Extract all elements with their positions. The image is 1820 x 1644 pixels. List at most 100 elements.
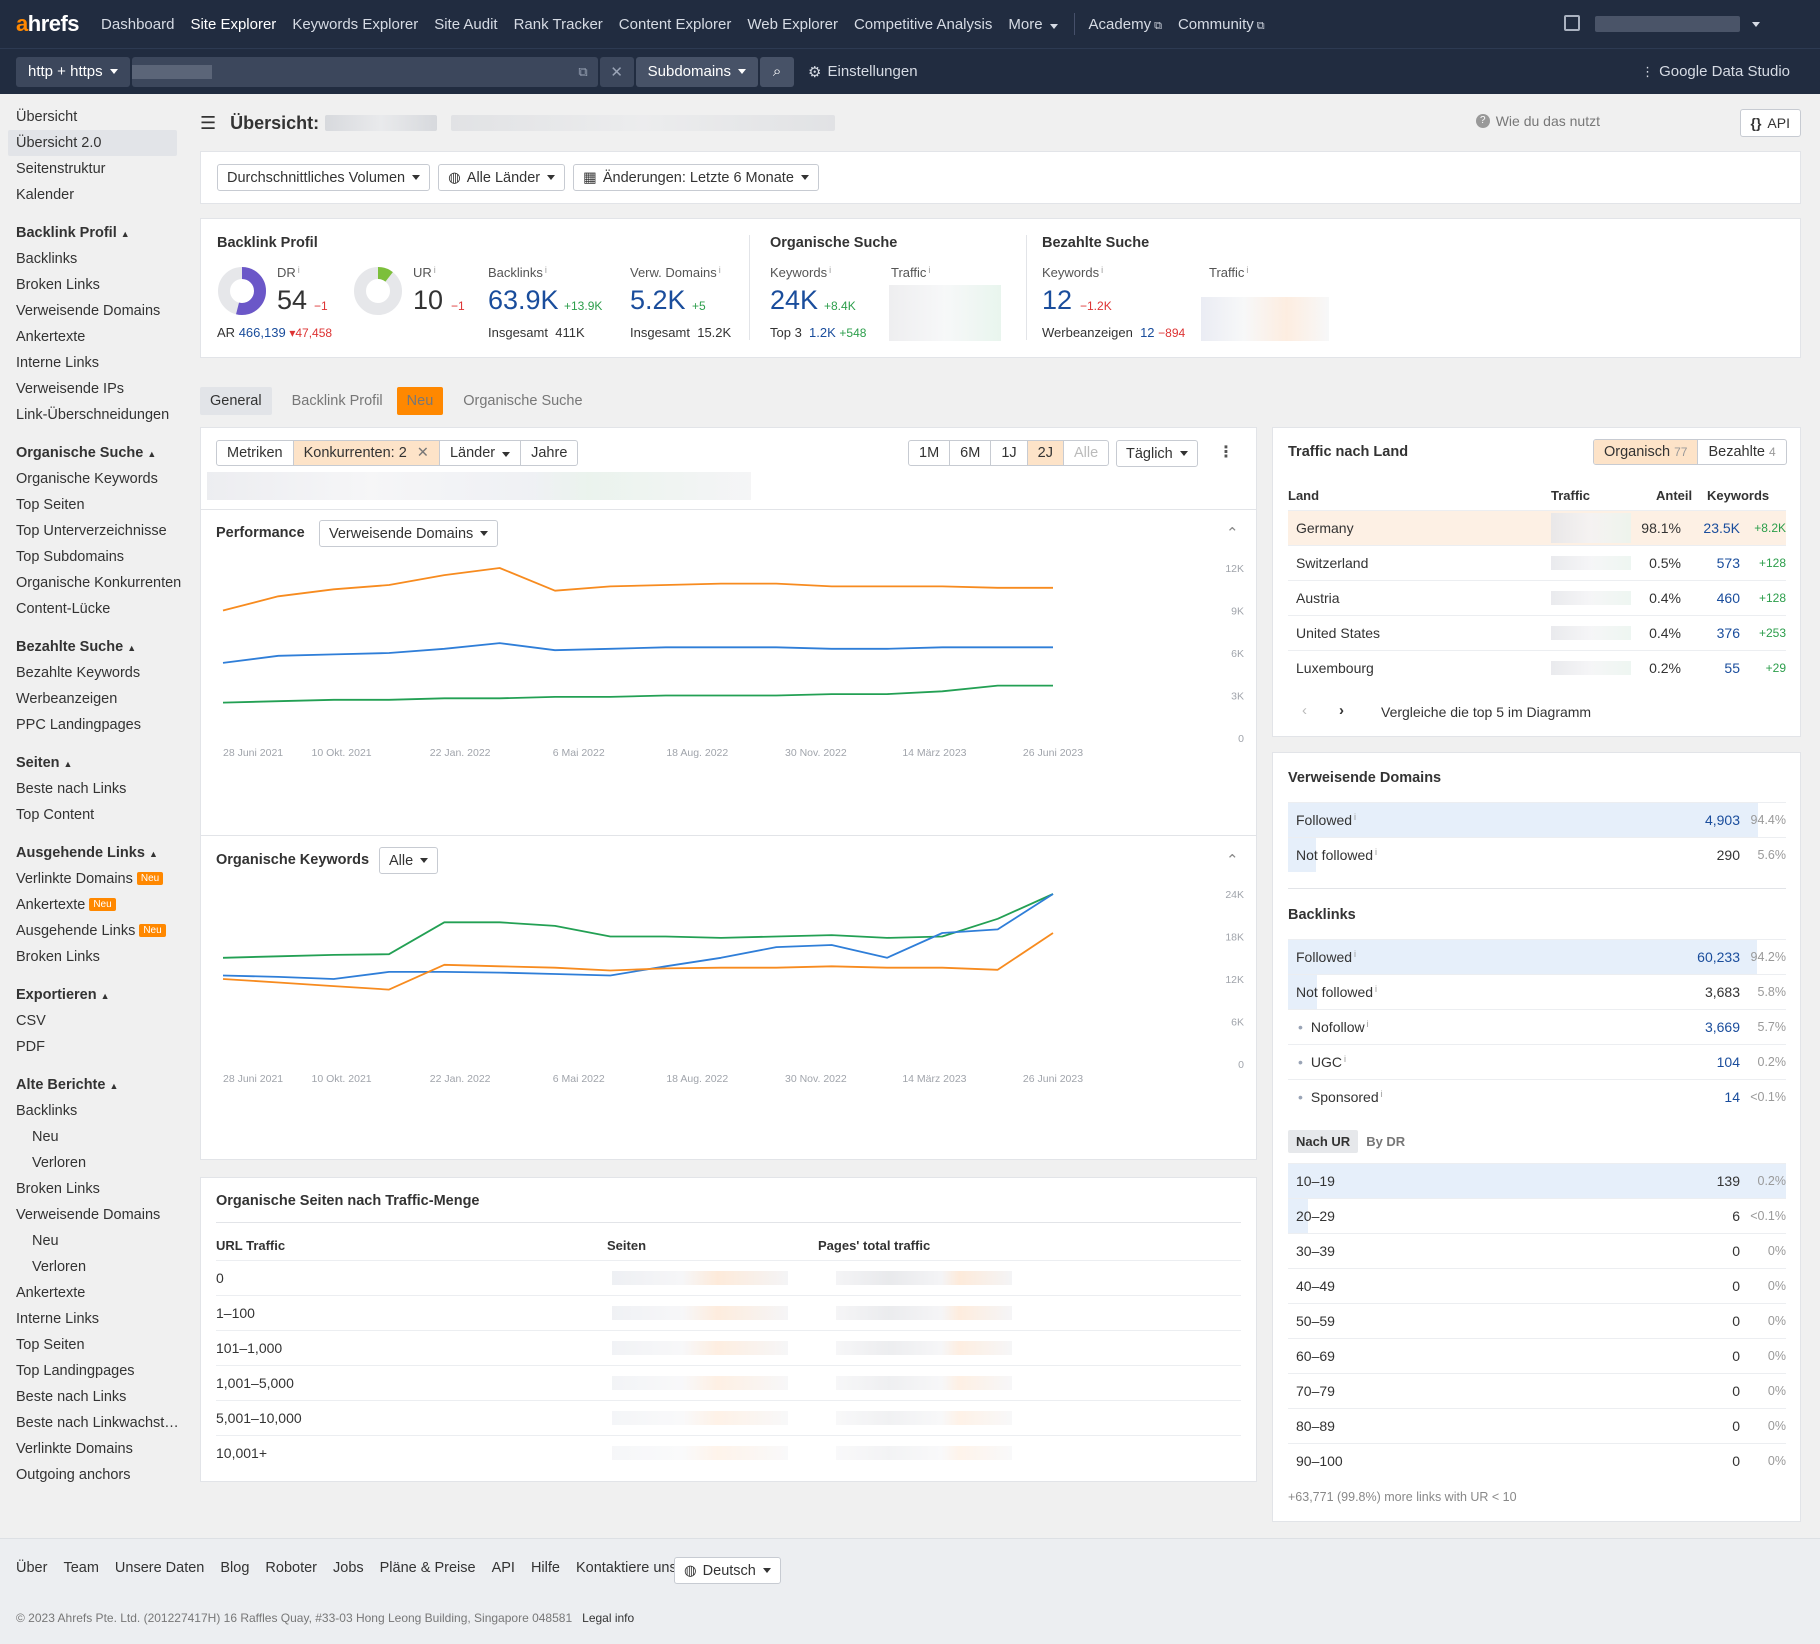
sidebar-item-neu[interactable]: Neu	[32, 1233, 59, 1249]
country-keywords[interactable]: 376	[1716, 625, 1740, 641]
country-keywords[interactable]: 55	[1724, 660, 1740, 676]
nav-site-explorer[interactable]: Site Explorer	[190, 15, 277, 33]
stat-value[interactable]: 4,903	[1704, 812, 1740, 828]
tab-organic-search[interactable]: Organische Suche	[463, 393, 583, 410]
footer-link-hilfe[interactable]: Hilfe	[530, 1560, 560, 1576]
info-icon[interactable]: i	[1366, 1019, 1369, 1029]
sidebar-item-content-lücke[interactable]: Content-Lücke	[16, 601, 111, 617]
sidebar-item-csv[interactable]: CSV	[16, 1013, 46, 1029]
country-row[interactable]: Germany 98.1% 23.5K +8.2K	[1288, 510, 1786, 545]
help-link[interactable]: ? Wie du das nutzt	[1475, 113, 1600, 129]
dr-value[interactable]: 54	[277, 285, 308, 315]
sidebar-item-verlinkte-domains[interactable]: Verlinkte Domains	[16, 1441, 133, 1457]
info-icon[interactable]: i	[1344, 1054, 1347, 1064]
refdomains-value[interactable]: 5.2K	[630, 285, 686, 315]
sidebar-item-verweisende-domains[interactable]: Verweisende Domains	[16, 1207, 161, 1223]
nav-keywords-explorer[interactable]: Keywords Explorer	[292, 15, 419, 33]
clear-icon[interactable]: ✕	[599, 56, 634, 87]
tab-by-dr[interactable]: By DR	[1366, 1134, 1406, 1149]
info-icon[interactable]: i	[297, 265, 300, 275]
nav-more[interactable]: More	[1008, 16, 1058, 33]
tab-paid[interactable]: Bezahlte 4	[1708, 444, 1776, 460]
sidebar-item-broken-links[interactable]: Broken Links	[16, 949, 100, 965]
mode-select[interactable]: Subdomains	[635, 56, 759, 87]
sidebar-item-ppc-landingpages[interactable]: PPC Landingpages	[16, 717, 141, 733]
info-icon[interactable]: i	[1246, 265, 1249, 275]
info-icon[interactable]: i	[1375, 984, 1378, 994]
sidebar-item-ankertexte[interactable]: Ankertexte	[16, 329, 86, 345]
footer-link-unsere-daten[interactable]: Unsere Daten	[114, 1560, 205, 1576]
range-6m[interactable]: 6M	[950, 441, 992, 465]
search-button[interactable]: ⌕	[760, 56, 795, 87]
interval-select[interactable]: Täglich	[1116, 440, 1198, 467]
performance-metric-select[interactable]: Verweisende Domains	[319, 520, 499, 547]
range-all[interactable]: Alle	[1073, 445, 1099, 461]
sidebar-item-top-seiten[interactable]: Top Seiten	[16, 1337, 85, 1353]
info-icon[interactable]: i	[1101, 265, 1104, 275]
language-select[interactable]: ◍ Deutsch	[674, 1557, 781, 1584]
legal-info-link[interactable]: Legal info	[582, 1611, 635, 1625]
nav-content-explorer[interactable]: Content Explorer	[618, 15, 732, 33]
footer-link-jobs[interactable]: Jobs	[333, 1560, 364, 1576]
more-options-icon[interactable]: ⋮	[1218, 444, 1234, 461]
sidebar-item-ankertexte[interactable]: Ankertexte	[16, 1285, 86, 1301]
sidebar-group-ausgehende-links[interactable]: Ausgehende Links ▲	[16, 845, 158, 861]
sidebar-item-ausgehende-links[interactable]: Ausgehende Links Neu	[0, 918, 185, 944]
sidebar-item-top-seiten[interactable]: Top Seiten	[16, 497, 85, 513]
sidebar-item-backlinks[interactable]: Backlinks	[16, 1103, 78, 1119]
collapse-icon[interactable]: ⌃	[1226, 525, 1239, 542]
footer-link-roboter[interactable]: Roboter	[265, 1560, 317, 1576]
ur-value[interactable]: 10	[413, 285, 444, 315]
country-keywords[interactable]: 460	[1716, 590, 1740, 606]
country-row[interactable]: United States 0.4% 376 +253	[1288, 615, 1786, 650]
info-icon[interactable]: i	[928, 265, 931, 275]
footer-link-über[interactable]: Über	[16, 1560, 48, 1576]
sidebar-item-interne-links[interactable]: Interne Links	[16, 355, 100, 371]
volume-select[interactable]: Durchschnittliches Volumen	[217, 164, 431, 191]
sidebar-item-übersicht[interactable]: Übersicht	[16, 109, 78, 125]
range-2j[interactable]: 2J	[1027, 441, 1064, 465]
sidebar-item-werbeanzeigen[interactable]: Werbeanzeigen	[16, 691, 118, 707]
sidebar-item-pdf[interactable]: PDF	[16, 1039, 45, 1055]
country-row[interactable]: Austria 0.4% 460 +128	[1288, 580, 1786, 615]
country-keywords[interactable]: 573	[1716, 555, 1740, 571]
nav-rank-tracker[interactable]: Rank Tracker	[513, 15, 603, 33]
footer-link-pläne-preise[interactable]: Pläne & Preise	[379, 1560, 476, 1576]
sidebar-item-beste-nach-links[interactable]: Beste nach Links	[16, 1389, 127, 1405]
sidebar-item-seitenstruktur[interactable]: Seitenstruktur	[16, 161, 106, 177]
menu-icon[interactable]: ☰	[200, 112, 217, 133]
sidebar-item-kalender[interactable]: Kalender	[16, 187, 75, 203]
sidebar-group-seiten[interactable]: Seiten ▲	[16, 755, 73, 771]
collapse-icon[interactable]: ⌃	[1226, 852, 1239, 869]
protocol-select[interactable]: http + https	[16, 56, 130, 87]
sidebar-item-organische-konkurrenten[interactable]: Organische Konkurrenten	[16, 575, 182, 591]
footer-link-blog[interactable]: Blog	[220, 1560, 250, 1576]
backlinks-value[interactable]: 63.9K	[488, 285, 559, 315]
footer-link-kontaktiere-uns[interactable]: Kontaktiere uns	[575, 1560, 677, 1576]
sidebar-item-verloren[interactable]: Verloren	[32, 1259, 87, 1275]
sidebar-item-backlinks[interactable]: Backlinks	[16, 251, 78, 267]
tab-by-ur[interactable]: Nach UR	[1288, 1130, 1359, 1153]
nav-site-audit[interactable]: Site Audit	[434, 15, 498, 33]
chevron-right-icon[interactable]: ›	[1339, 702, 1344, 719]
country-select[interactable]: ◍ Alle Länder	[438, 164, 566, 191]
metrics-button[interactable]: Metriken	[217, 441, 294, 465]
country-row[interactable]: Luxembourg 0.2% 55 +29	[1288, 650, 1786, 685]
sidebar-item-interne-links[interactable]: Interne Links	[16, 1311, 100, 1327]
compare-top5-link[interactable]: Vergleiche die top 5 im Diagramm	[1381, 704, 1592, 720]
info-icon[interactable]: i	[433, 265, 436, 275]
paid-keywords-value[interactable]: 12	[1042, 285, 1073, 315]
sidebar-group-exportieren[interactable]: Exportieren ▲	[16, 987, 110, 1003]
nav-competitive-analysis[interactable]: Competitive Analysis	[853, 15, 993, 33]
sidebar-item-verloren[interactable]: Verloren	[32, 1155, 87, 1171]
organic-keywords-value[interactable]: 24K	[770, 285, 819, 315]
tab-organic[interactable]: Organisch 77	[1594, 440, 1699, 464]
sidebar-group-alte-berichte[interactable]: Alte Berichte ▲	[16, 1077, 119, 1093]
tab-general[interactable]: General	[200, 387, 272, 416]
sidebar-group-organische-suche[interactable]: Organische Suche ▲	[16, 445, 157, 461]
target-url-input[interactable]: ⧉	[131, 56, 598, 87]
sidebar-item-verlinkte-domains[interactable]: Verlinkte Domains Neu	[0, 866, 185, 892]
nav-web-explorer[interactable]: Web Explorer	[747, 15, 838, 33]
sidebar-item-top-content[interactable]: Top Content	[16, 807, 95, 823]
range-1m[interactable]: 1M	[909, 441, 951, 465]
